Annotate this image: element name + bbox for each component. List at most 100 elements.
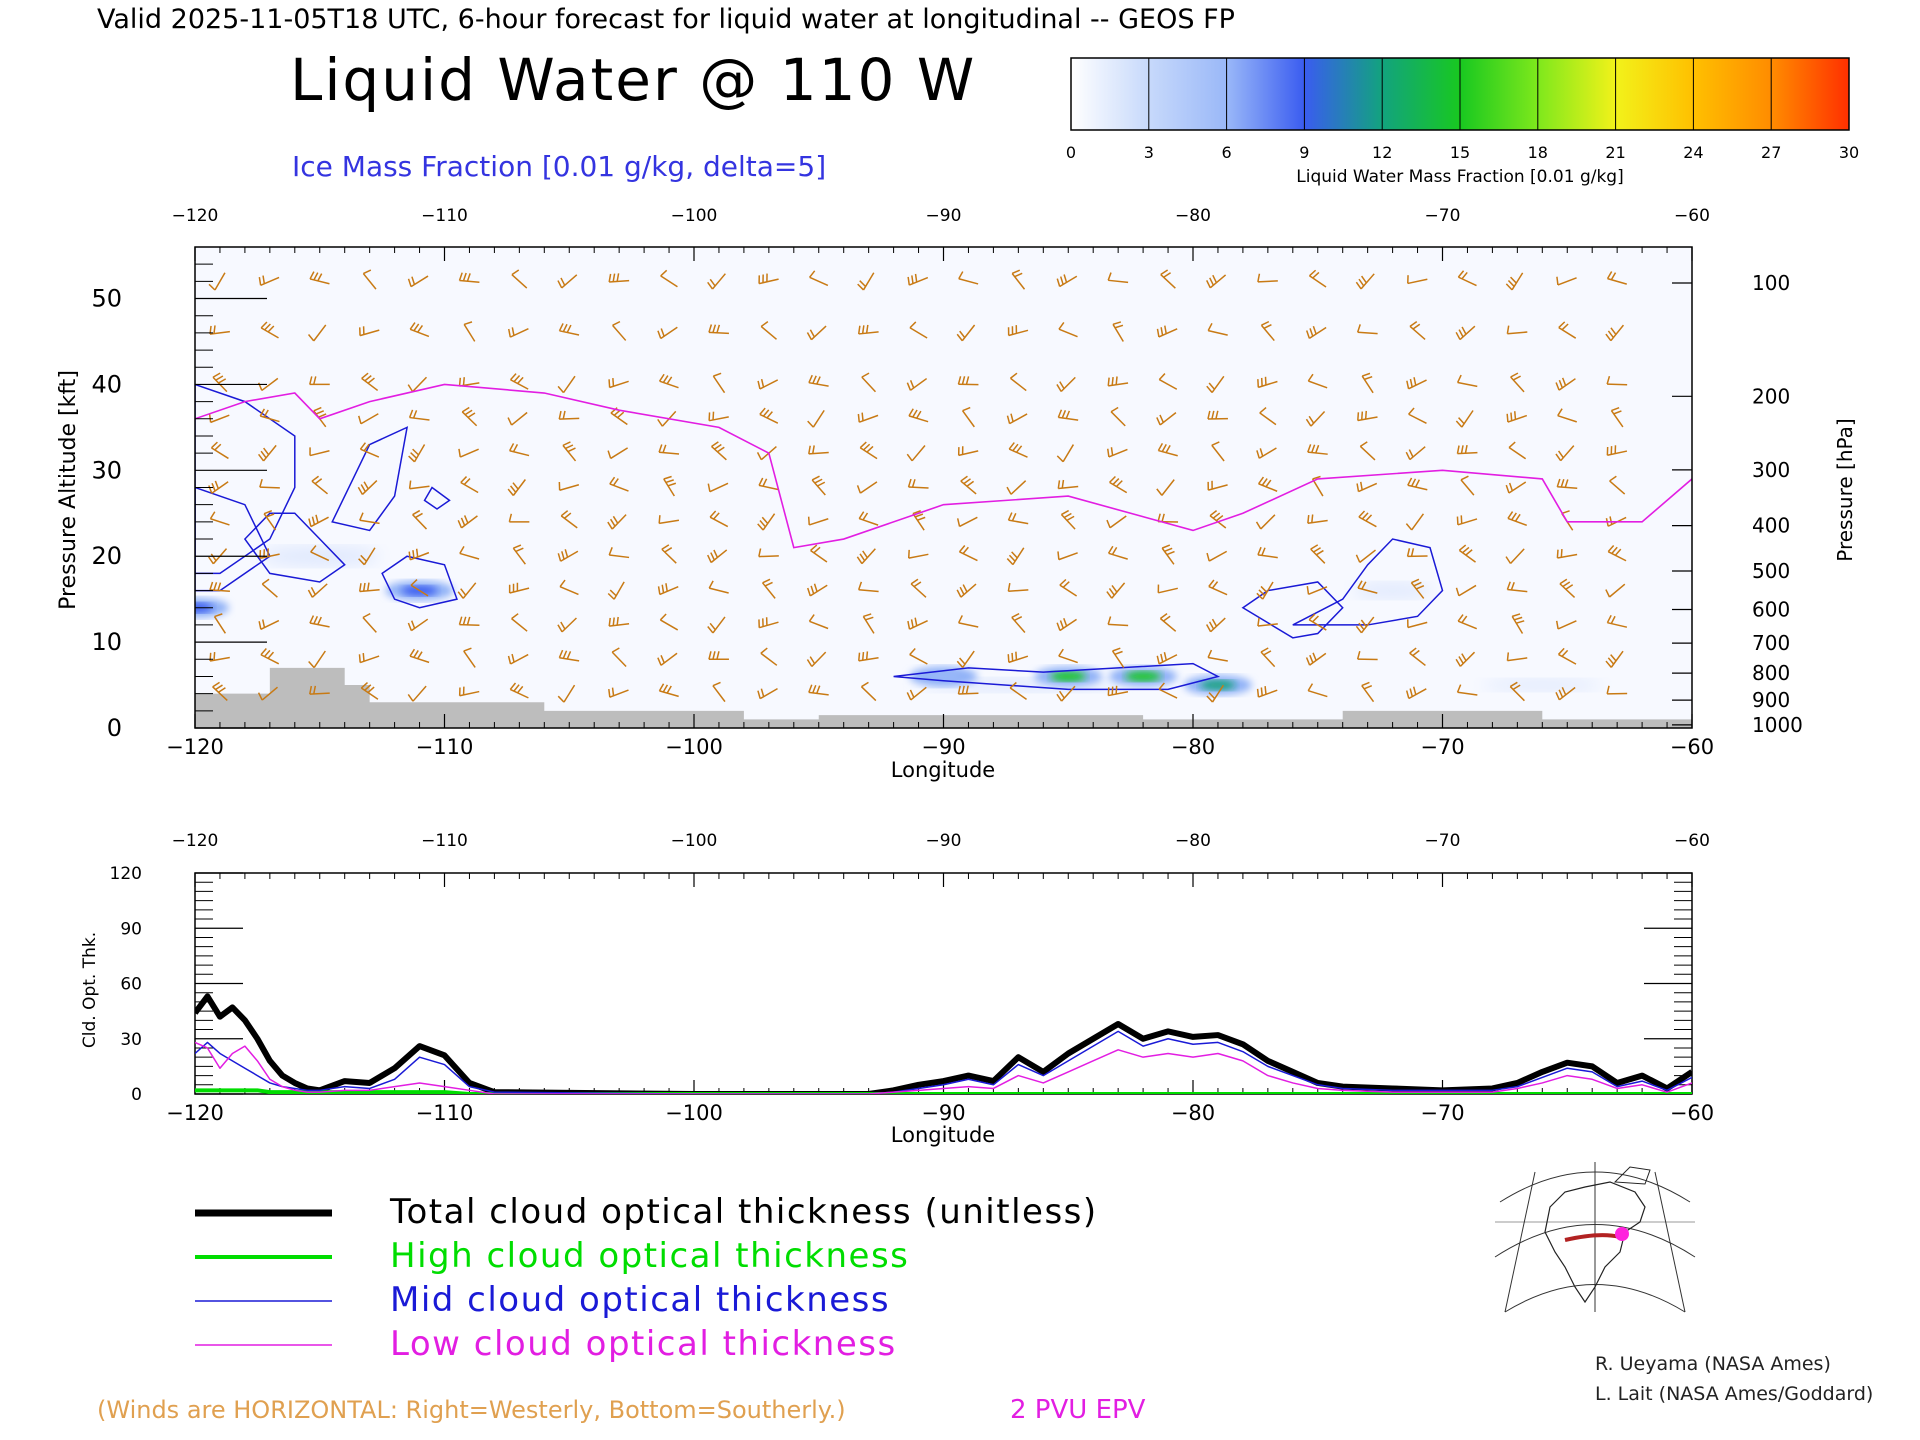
wind-barb	[557, 549, 579, 562]
wind-barb	[457, 515, 478, 529]
wind-barb	[1506, 581, 1528, 593]
wind-barb	[1107, 616, 1129, 627]
wind-barb	[359, 442, 380, 458]
wind-barb	[1606, 271, 1627, 285]
wind-barb	[660, 269, 678, 288]
wind-barb	[957, 615, 979, 628]
wind-barb	[708, 324, 729, 335]
wind-barb	[407, 618, 429, 632]
wind-barb	[658, 373, 679, 389]
wind-barb	[659, 613, 679, 631]
pressure-tick-label: 1000	[1752, 713, 1803, 737]
liquid-water-core	[1050, 671, 1087, 682]
wind-barb	[861, 372, 877, 393]
cross-section-panel: −120 −120 −110 −110 −100 −100 −90 −90 −80 −80 −70 −…	[56, 206, 1857, 782]
wind-barb	[307, 324, 327, 342]
wind-barb	[1507, 511, 1528, 526]
legend-label: Low cloud optical thickness	[390, 1324, 897, 1364]
terrain	[195, 667, 1692, 728]
wind-barb	[557, 617, 577, 633]
wind-barb	[310, 545, 330, 562]
wind-barb	[859, 441, 878, 460]
x-tick-label-top: −70	[1425, 206, 1461, 226]
optical-thickness-panel: −120 −120 −110 −110 −100 −100 −90 −90 −80 −80 −70 −…	[80, 831, 1714, 1147]
wind-barb	[608, 616, 630, 627]
wind-barb	[1410, 578, 1425, 599]
wind-barb	[909, 647, 928, 665]
wind-barb	[1455, 325, 1476, 341]
wind-barb	[807, 409, 825, 428]
wind-barb	[458, 616, 480, 627]
wind-barb	[261, 578, 278, 598]
wind-barb	[957, 376, 979, 386]
wind-barb	[658, 683, 679, 698]
pressure-tick-label: 900	[1752, 688, 1790, 712]
wind-barb	[1606, 445, 1628, 456]
wind-barb	[458, 448, 479, 458]
wind-barb	[960, 475, 977, 495]
epv-label: 2 PVU EPV	[1010, 1395, 1146, 1425]
wind-barb	[1509, 681, 1525, 702]
wind-barb	[1060, 509, 1076, 530]
wind-barb	[408, 409, 430, 421]
wind-barb	[1156, 479, 1175, 496]
wind-barb	[707, 482, 729, 493]
wind-barb	[1506, 325, 1528, 335]
wind-barb	[457, 582, 477, 599]
bottom-y-tick-label: 120	[110, 864, 142, 884]
wind-barb	[862, 613, 875, 634]
wind-barb	[260, 321, 279, 339]
colorbar-tick-label: 3	[1144, 143, 1154, 162]
wind-barb	[1361, 681, 1375, 703]
colorbar-tick-label: 9	[1299, 143, 1309, 162]
wind-barb	[257, 444, 277, 462]
wind-barb	[607, 447, 629, 460]
wind-barb	[1011, 612, 1026, 633]
wind-barb	[1058, 322, 1078, 338]
wind-barb	[1407, 275, 1428, 285]
wind-barb	[1107, 376, 1129, 387]
wind-barb	[1358, 510, 1377, 528]
wind-barb	[906, 377, 928, 391]
bottom-ylabel: Cld. Opt. Thk.	[80, 932, 100, 1048]
wind-barb	[1361, 372, 1374, 394]
wind-barb	[1056, 444, 1075, 463]
wind-barb	[1257, 617, 1278, 627]
bottom-x-tick-label-top: −60	[1674, 831, 1710, 851]
wind-barb	[1455, 410, 1474, 428]
wind-barb	[657, 326, 678, 340]
x-tick-label-top: −120	[172, 206, 219, 226]
wind-barb	[1505, 548, 1525, 565]
wind-barb	[757, 687, 778, 700]
wind-barb	[1307, 444, 1328, 455]
wind-barb	[1307, 514, 1328, 524]
ice-contour	[195, 486, 271, 592]
wind-barb	[1112, 321, 1124, 342]
wind-barb	[1008, 442, 1028, 458]
wind-barb	[1356, 481, 1378, 493]
wind-barb	[608, 687, 629, 698]
wind-barb	[408, 548, 430, 561]
wind-barb	[661, 544, 677, 564]
wind-barb	[1456, 445, 1478, 455]
wind-barb	[1555, 686, 1576, 701]
wind-barb	[1405, 686, 1427, 700]
bottom-x-tick-label-top: −80	[1175, 831, 1211, 851]
pressure-tick-label: 700	[1752, 631, 1790, 655]
wind-barb	[958, 545, 978, 562]
wind-barb	[858, 651, 879, 662]
wind-barb	[1107, 685, 1129, 697]
wind-barb	[857, 581, 879, 593]
wind-barb	[1006, 413, 1028, 425]
wind-barb	[557, 274, 578, 289]
wind-barb	[1408, 407, 1427, 424]
wind-barb	[1508, 441, 1527, 460]
wind-barb	[908, 408, 929, 423]
wind-barb	[509, 373, 529, 390]
wind-barb	[1260, 647, 1276, 668]
wind-barb	[1007, 651, 1029, 664]
wind-barb	[407, 275, 429, 288]
x-tick-label: −70	[1420, 735, 1464, 759]
pressure-tick-label: 300	[1752, 458, 1790, 482]
wind-barb	[463, 647, 476, 668]
